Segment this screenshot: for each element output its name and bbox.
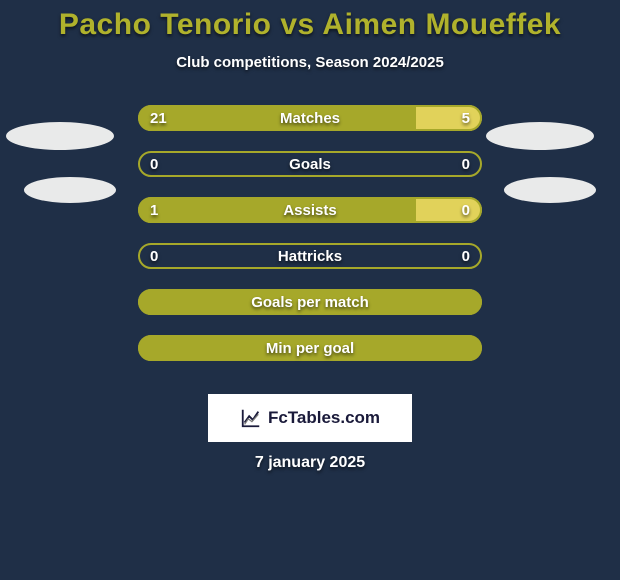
decorative-ellipse <box>504 177 596 203</box>
row-label: Goals <box>138 151 482 177</box>
logo-box: FcTables.com <box>208 394 412 442</box>
decorative-ellipse <box>6 122 114 150</box>
page-title: Pacho Tenorio vs Aimen Moueffek <box>0 0 620 42</box>
decorative-ellipse <box>486 122 594 150</box>
stat-row: Goals per match <box>138 289 482 315</box>
row-label: Goals per match <box>138 289 482 315</box>
row-label: Hattricks <box>138 243 482 269</box>
stat-row: 00Goals <box>138 151 482 177</box>
subtitle: Club competitions, Season 2024/2025 <box>0 54 620 71</box>
date-label: 7 january 2025 <box>0 454 620 472</box>
row-label: Min per goal <box>138 335 482 361</box>
stat-row: 215Matches <box>138 105 482 131</box>
row-label: Assists <box>138 197 482 223</box>
logo-text: FcTables.com <box>268 408 380 428</box>
stat-row: 00Hattricks <box>138 243 482 269</box>
content-root: Pacho Tenorio vs Aimen Moueffek Club com… <box>0 0 620 580</box>
stat-row: Min per goal <box>138 335 482 361</box>
row-label: Matches <box>138 105 482 131</box>
chart-icon <box>240 407 262 429</box>
stat-row: 10Assists <box>138 197 482 223</box>
decorative-ellipse <box>24 177 116 203</box>
